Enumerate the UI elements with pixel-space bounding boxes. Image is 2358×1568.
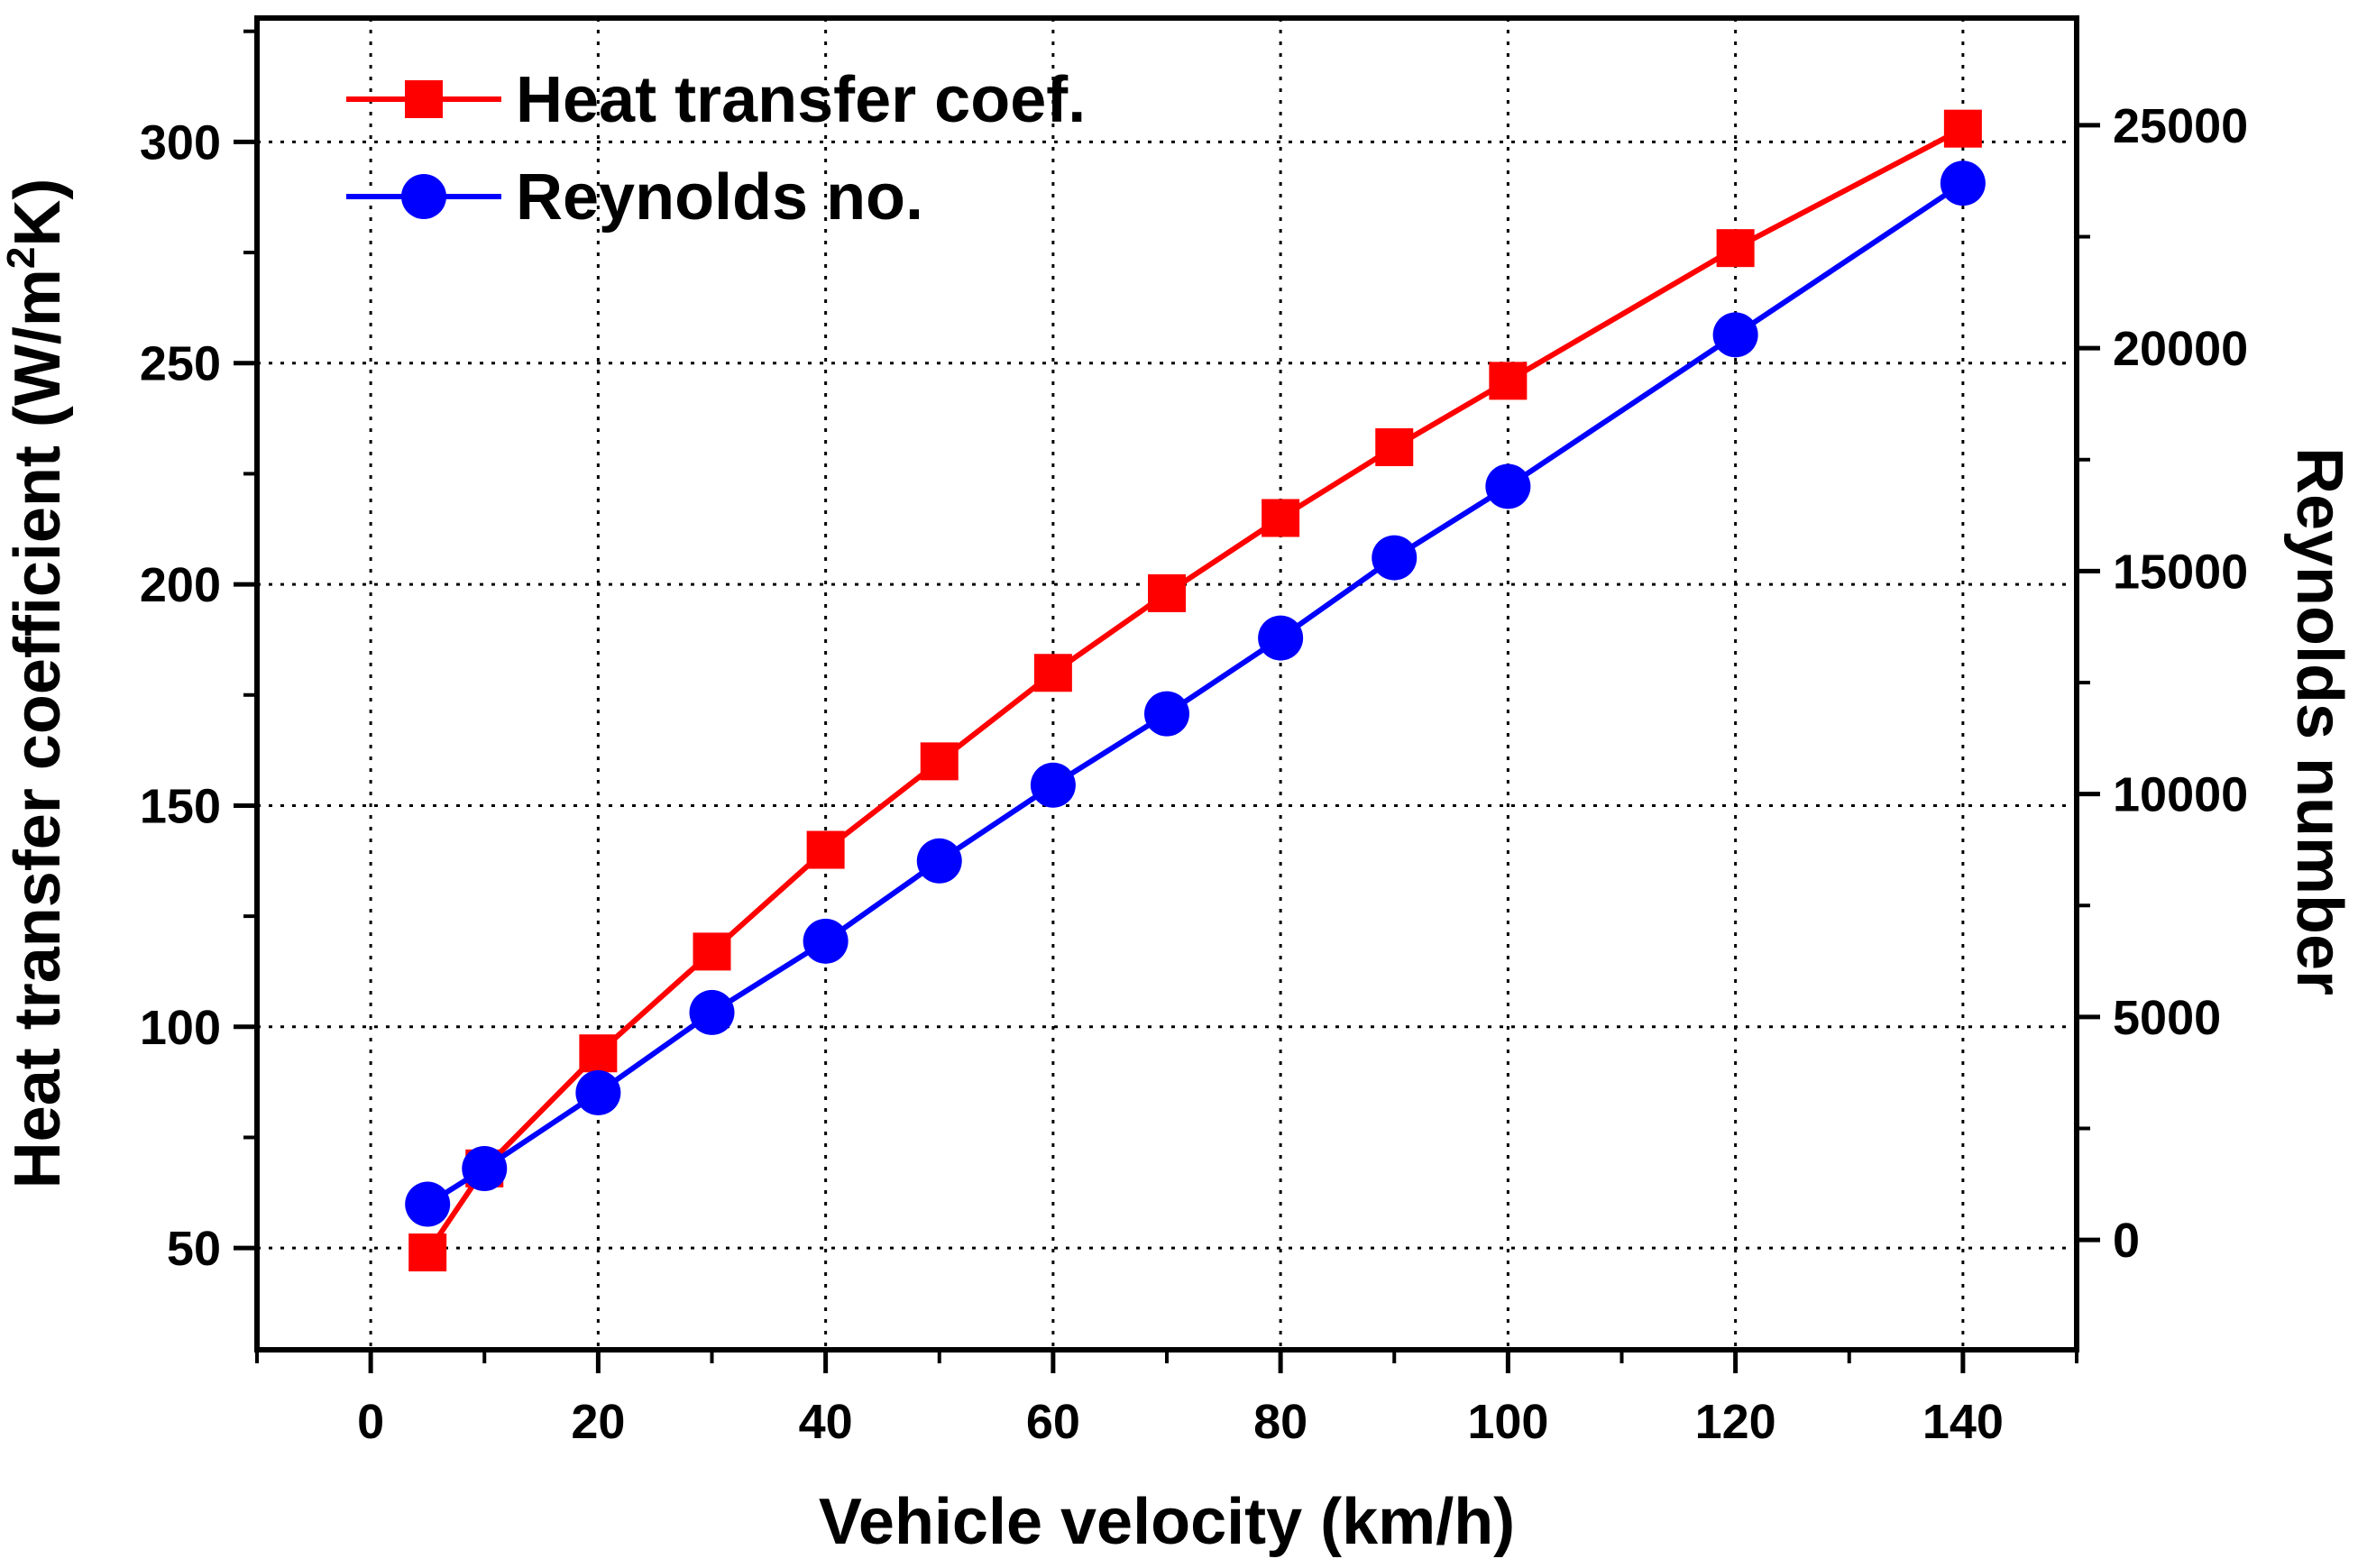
point-heat-transfer xyxy=(1148,573,1186,612)
point-reynolds xyxy=(462,1145,508,1191)
left-axis-title-base: Heat transfer coefficient (W/m xyxy=(2,269,74,1188)
point-heat-transfer xyxy=(693,932,731,971)
legend-entry-reynolds: Reynolds no. xyxy=(346,161,923,234)
left-tick-label: 50 xyxy=(167,1222,221,1276)
left-axis-title: Heat transfer coefficient (W/m2K) xyxy=(0,179,74,1189)
left-axis-title-tail: K) xyxy=(2,179,74,247)
right-tick-label: 20000 xyxy=(2113,322,2248,376)
left-tick-label: 100 xyxy=(140,1001,221,1055)
x-tick-label: 140 xyxy=(1922,1395,2004,1449)
x-tick-label: 120 xyxy=(1695,1395,1776,1449)
series-line-heat-transfer xyxy=(425,126,1965,1254)
point-heat-transfer xyxy=(806,830,845,869)
axis-ticks: 0 20 40 60 80 100 120 140 50 100 150 200 250 300 0 5000… xyxy=(140,29,2248,1449)
x-tick-label: 60 xyxy=(1026,1395,1080,1449)
right-axis-title: Reynolds number xyxy=(2283,447,2355,995)
point-reynolds xyxy=(803,918,849,964)
point-reynolds xyxy=(1485,463,1531,509)
legend-label-reynolds: Reynolds no. xyxy=(516,161,923,234)
right-tick-label: 5000 xyxy=(2113,991,2221,1045)
right-tick-label: 25000 xyxy=(2113,99,2248,153)
point-reynolds xyxy=(405,1181,451,1227)
left-tick-label: 150 xyxy=(140,779,221,833)
point-reynolds xyxy=(1372,535,1418,581)
legend-label-heat-transfer: Heat transfer coef. xyxy=(516,64,1086,136)
x-tick-label: 100 xyxy=(1467,1395,1548,1449)
legend-marker-circle xyxy=(401,174,446,219)
point-reynolds xyxy=(575,1069,621,1115)
point-reynolds xyxy=(1940,160,1986,206)
point-heat-transfer xyxy=(1375,427,1414,466)
point-reynolds xyxy=(1030,762,1076,808)
point-heat-transfer xyxy=(920,742,959,781)
point-heat-transfer xyxy=(1033,654,1072,692)
point-heat-transfer xyxy=(579,1034,618,1073)
point-reynolds xyxy=(1144,691,1189,737)
point-heat-transfer xyxy=(1943,109,1982,148)
legend-entry-heat-transfer: Heat transfer coef. xyxy=(346,64,1086,136)
point-reynolds xyxy=(1712,312,1758,358)
left-axis-title-superscript: 2 xyxy=(0,247,43,269)
point-reynolds xyxy=(916,838,962,884)
data-series xyxy=(405,109,1986,1272)
point-reynolds xyxy=(689,989,735,1035)
point-heat-transfer xyxy=(1489,362,1528,400)
point-heat-transfer xyxy=(1262,499,1300,537)
legend-marker-square xyxy=(405,80,443,118)
point-heat-transfer xyxy=(408,1233,447,1272)
left-tick-label: 200 xyxy=(140,558,221,612)
x-tick-label: 20 xyxy=(571,1395,625,1449)
right-tick-label: 0 xyxy=(2113,1214,2140,1268)
left-tick-label: 250 xyxy=(140,337,221,391)
x-tick-label: 40 xyxy=(799,1395,853,1449)
point-reynolds xyxy=(1258,615,1304,661)
left-tick-label: 300 xyxy=(140,115,221,170)
x-axis-title: Vehicle velocity (km/h) xyxy=(819,1486,1515,1558)
x-tick-label: 80 xyxy=(1253,1395,1307,1449)
right-tick-label: 15000 xyxy=(2113,545,2248,599)
point-heat-transfer xyxy=(1716,229,1755,268)
legend: Heat transfer coef. Reynolds no. xyxy=(346,64,1086,234)
right-tick-label: 10000 xyxy=(2113,768,2248,822)
x-tick-label: 0 xyxy=(357,1395,384,1449)
